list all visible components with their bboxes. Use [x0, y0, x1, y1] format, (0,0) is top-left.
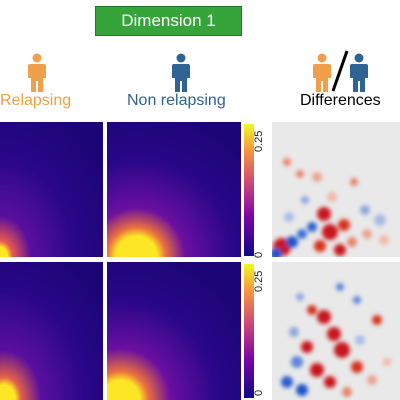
- colorbar-top-min: 0: [253, 251, 265, 258]
- heatmap-non-relapsing-top: [107, 122, 241, 257]
- label-relapsing: Relapsing: [0, 92, 72, 109]
- dimension-banner: Dimension 1: [95, 6, 242, 36]
- colorbar-bottom-min: 0: [253, 389, 265, 396]
- colorbar-bottom: [244, 264, 254, 398]
- difference-map-top: [272, 122, 400, 257]
- label-differences: Differences: [300, 92, 381, 109]
- colorbar-bottom-max: 0.25: [253, 270, 265, 292]
- person-pair-icon: [313, 50, 368, 92]
- heatmap-relapsing-bottom: [0, 262, 103, 400]
- label-non-relapsing: Non relapsing: [127, 92, 226, 109]
- colorbar-top-max: 0.25: [253, 130, 265, 152]
- person-blue-icon: [172, 53, 190, 92]
- person-orange-icon: [28, 53, 46, 92]
- colorbar-top: [244, 124, 254, 256]
- heatmap-relapsing-top: [0, 122, 103, 257]
- heatmap-non-relapsing-bottom: [107, 262, 241, 400]
- difference-map-bottom: [272, 262, 400, 400]
